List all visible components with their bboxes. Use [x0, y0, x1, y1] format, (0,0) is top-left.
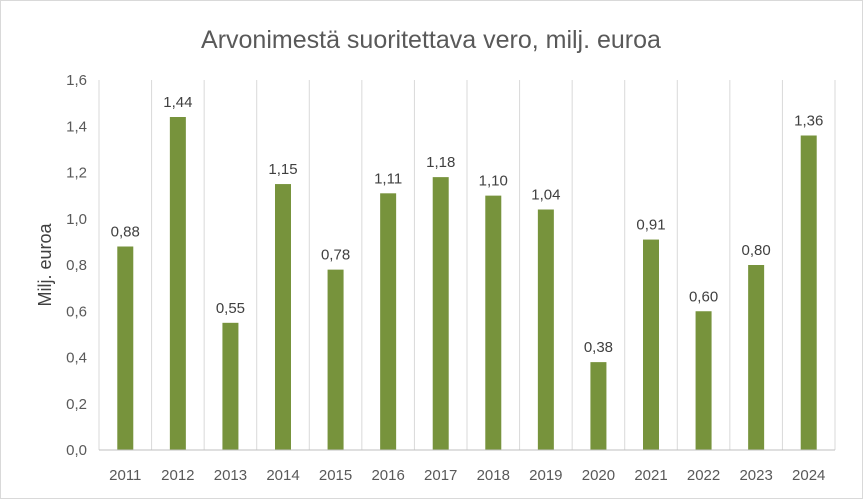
- x-tick-label: 2023: [739, 467, 772, 484]
- x-tick-label: 2022: [687, 467, 720, 484]
- bar: [590, 362, 607, 450]
- bars: [117, 117, 817, 450]
- bar: [800, 135, 817, 450]
- bar: [748, 265, 765, 450]
- data-label: 1,15: [268, 161, 297, 178]
- bar: [327, 269, 344, 450]
- x-tick-label: 2018: [477, 467, 510, 484]
- chart-title: Arvonimestä suoritettava vero, milj. eur…: [201, 26, 661, 54]
- data-label: 1,10: [479, 173, 508, 190]
- bar: [643, 239, 659, 450]
- data-label: 0,55: [216, 300, 245, 317]
- bar: [485, 195, 502, 450]
- data-label: 0,60: [689, 288, 718, 305]
- y-tick-label: 0,0: [66, 442, 87, 459]
- data-label: 1,36: [794, 113, 823, 130]
- bar: [432, 177, 449, 450]
- labels: 0,0 0,2 0,4 0,6 0,8 1,0 1,2 1,4 1,6 0,88 2011 1,44 2…: [66, 72, 825, 484]
- x-tick-label: 2016: [371, 467, 404, 484]
- data-label: 1,18: [426, 154, 455, 171]
- y-tick-label: 0,6: [66, 303, 87, 320]
- x-tick-label: 2015: [319, 467, 352, 484]
- y-tick-label: 0,4: [66, 350, 87, 367]
- y-tick-label: 1,6: [66, 72, 87, 89]
- data-label: 0,88: [111, 224, 140, 241]
- x-tick-label: 2011: [109, 467, 141, 484]
- gridlines: [98, 80, 836, 450]
- bar: [695, 311, 712, 450]
- data-label: 1,44: [163, 94, 192, 111]
- data-label: 0,91: [636, 217, 665, 234]
- data-label: 1,04: [531, 187, 560, 204]
- bar: [380, 193, 397, 450]
- data-label: 1,11: [374, 170, 402, 187]
- bar: [169, 117, 186, 450]
- y-tick-label: 1,2: [66, 165, 87, 182]
- x-tick-label: 2012: [161, 467, 194, 484]
- x-tick-label: 2017: [424, 467, 457, 484]
- y-tick-label: 0,2: [66, 396, 87, 413]
- data-label: 0,38: [584, 339, 613, 356]
- y-tick-label: 1,4: [66, 118, 87, 135]
- x-tick-label: 2020: [582, 467, 615, 484]
- data-label: 0,80: [742, 242, 771, 259]
- bar: [117, 246, 134, 450]
- bar: [275, 184, 291, 450]
- x-tick-label: 2021: [634, 467, 667, 484]
- x-tick-label: 2013: [214, 467, 247, 484]
- bar: [537, 209, 554, 450]
- y-axis-label: Milj. euroa: [35, 222, 55, 306]
- x-tick-label: 2019: [529, 467, 562, 484]
- data-label: 0,78: [321, 247, 350, 264]
- y-tick-label: 0,8: [66, 257, 87, 274]
- y-tick-label: 1,0: [66, 211, 87, 228]
- x-tick-label: 2024: [792, 467, 825, 484]
- bar: [222, 322, 239, 450]
- x-tick-label: 2014: [266, 467, 299, 484]
